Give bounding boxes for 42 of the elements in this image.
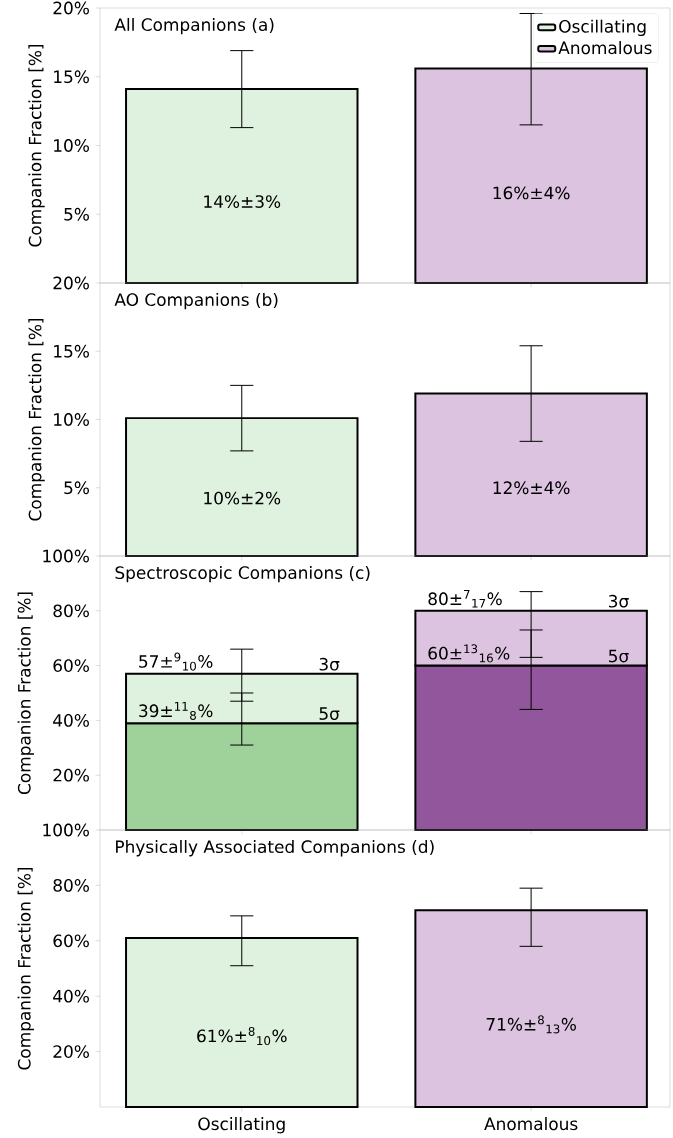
y-tick-label: 40% xyxy=(53,713,89,727)
legend-label: Oscillating xyxy=(559,19,646,37)
data-label: 16%±4% xyxy=(493,186,570,200)
total-label: 80±$^{7}$$_{17}$% xyxy=(428,590,502,608)
text: 5σ xyxy=(609,649,629,663)
data-label: 60±$^{13}$$_{16}$% xyxy=(428,644,510,663)
y-tick-label: 20% xyxy=(53,768,89,782)
y-tick-label: 40% xyxy=(53,989,89,1003)
y-tick-label: 80% xyxy=(53,878,89,892)
y-tick-label: 100% xyxy=(43,823,89,837)
text: Physically Associated Companions (d) xyxy=(116,839,434,857)
y-axis-title: Companion Fraction [%] xyxy=(28,44,45,247)
data-label: 71%±$^{8}$$_{13}$% xyxy=(486,1015,576,1034)
y-tick-label: 20% xyxy=(53,276,89,290)
series-label: 5σ xyxy=(319,707,340,720)
y-tick-label: 15% xyxy=(54,70,89,84)
data-label: 12%±4% xyxy=(493,481,570,495)
y-tick-label: 60% xyxy=(53,659,89,672)
series-label: 3σ xyxy=(319,657,340,671)
y-tick-label: 15% xyxy=(54,344,89,358)
y-tick-label: 20% xyxy=(53,1,89,15)
text: Spectroscopic Companions (c) xyxy=(115,565,370,583)
total-label: 57±$^{9}$$_{10}$% xyxy=(139,652,213,671)
data-label: 14%±3% xyxy=(204,195,281,208)
text: All Companions (a) xyxy=(114,17,274,35)
y-axis-title: Companion Fraction [%] xyxy=(17,592,34,795)
legend-label: Anomalous xyxy=(558,41,652,55)
text: AO Companions (b) xyxy=(114,292,278,310)
y-tick-label: 60% xyxy=(53,934,89,948)
data-label: 10%±2% xyxy=(204,491,281,505)
text: 3σ xyxy=(608,594,629,608)
y-tick-label: 100% xyxy=(43,549,89,563)
y-tick-label: 10% xyxy=(54,139,89,152)
y-tick-label: 80% xyxy=(53,604,89,618)
y-axis-title: Companion Fraction [%] xyxy=(17,867,34,1070)
y-tick-label: 10% xyxy=(54,413,89,426)
y-axis-title: Companion Fraction [%] xyxy=(28,318,45,521)
data-label: 61%±$^{8}$$_{10}$% xyxy=(197,1026,287,1046)
y-tick-label: 5% xyxy=(64,207,89,221)
y-tick-label: 5% xyxy=(64,481,89,495)
data-label: 39±$^{11}$$_{8}$% xyxy=(139,702,213,720)
y-tick-label: 20% xyxy=(53,1045,89,1058)
